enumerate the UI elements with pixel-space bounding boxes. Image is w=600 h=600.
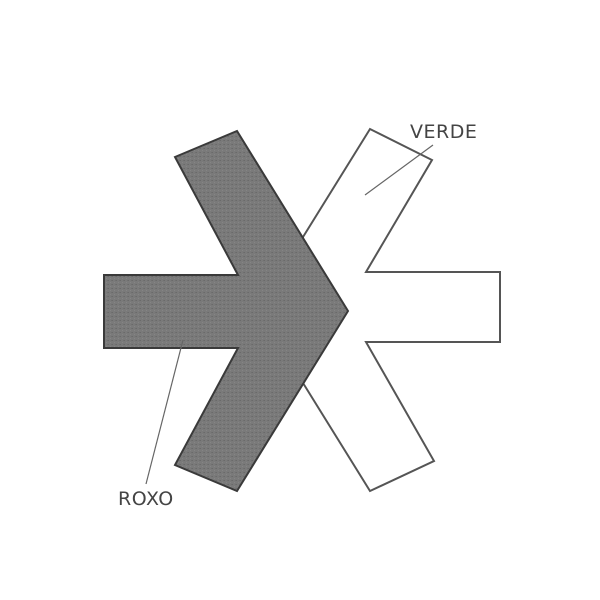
purple-label: ROXO: [118, 488, 174, 510]
green-leader-line: [364, 144, 434, 196]
purple-shape: [103, 129, 350, 493]
green-label: VERDE: [410, 121, 477, 143]
green-shape: [302, 127, 501, 493]
purple-leader-line: [145, 339, 184, 485]
